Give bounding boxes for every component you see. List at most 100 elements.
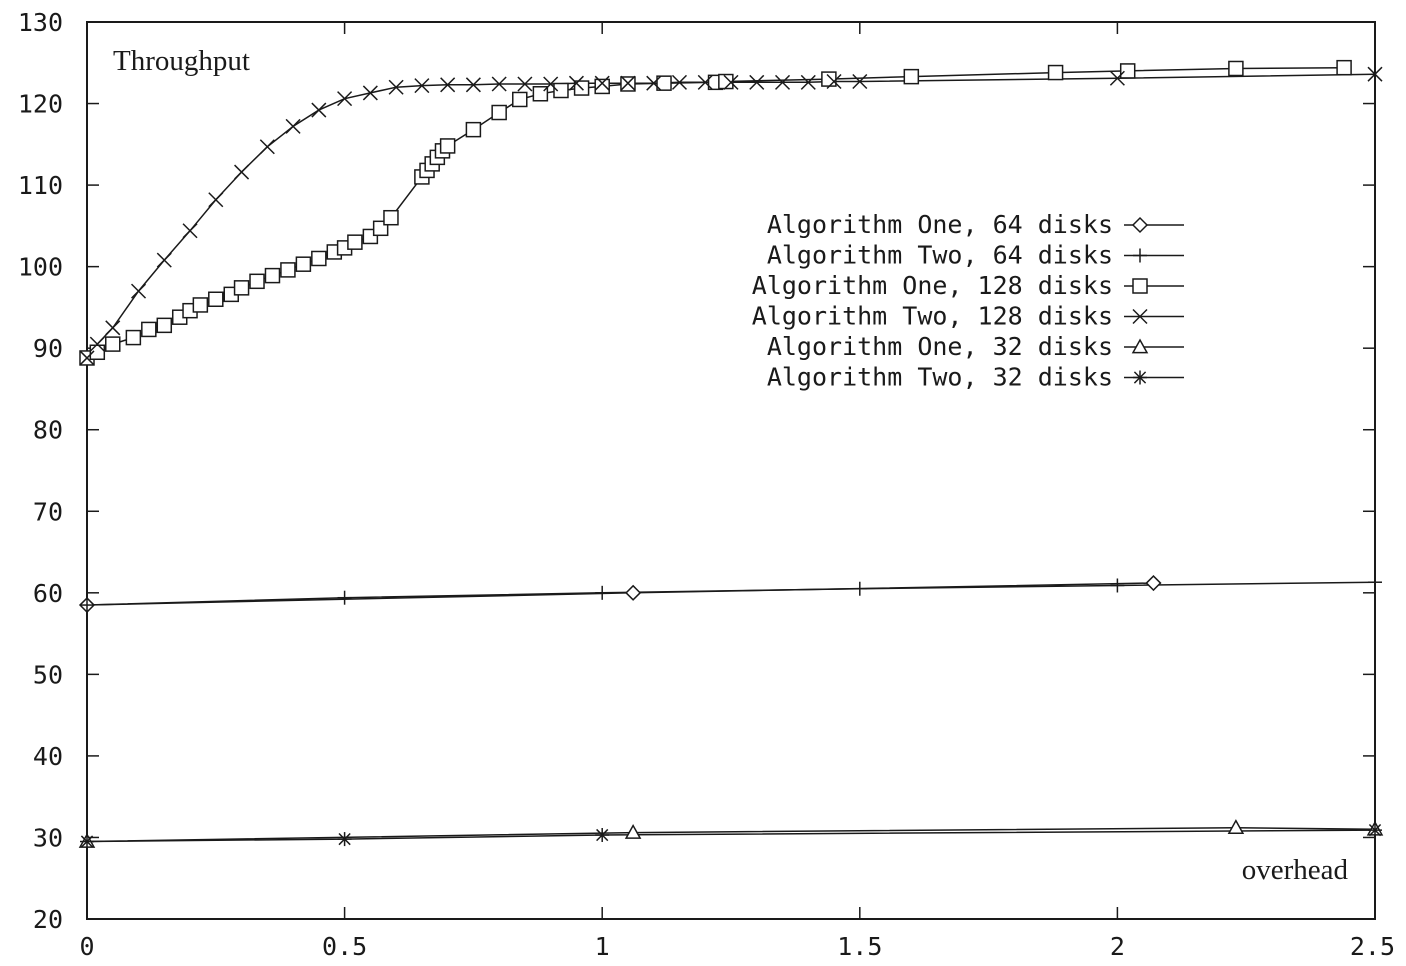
data-point-star	[337, 832, 352, 847]
y-tick-label: 90	[33, 334, 63, 363]
x-tick-label: 2	[1110, 932, 1125, 961]
data-point-x	[182, 223, 198, 239]
data-point-square	[383, 209, 399, 226]
data-point-diamond	[625, 584, 642, 601]
series-line-5	[86, 829, 1376, 843]
data-point-x	[234, 164, 250, 180]
data-point-plus	[337, 590, 352, 605]
legend-label: Algorithm One, 64 disks	[767, 210, 1113, 239]
data-point-plus	[852, 581, 867, 596]
data-point-x	[671, 74, 688, 90]
data-point-x	[311, 102, 327, 118]
data-point-square	[105, 336, 121, 352]
tick-labels: 0 0.5 1 1.5 2 2.5 20 30 40 50 60 70 80 90 100 110 120 130	[18, 8, 1395, 961]
data-point-square	[491, 104, 507, 121]
data-point-x	[465, 77, 481, 93]
data-point-x	[620, 75, 636, 91]
legend-label: Algorithm Two, 32 disks	[767, 363, 1113, 392]
series-line-3	[86, 73, 1376, 359]
data-point-star	[80, 834, 94, 849]
data-point-x	[491, 76, 507, 92]
data-point-square	[1047, 64, 1064, 81]
data-point-x	[89, 336, 105, 352]
data-point-x	[594, 75, 610, 91]
data-point-x	[208, 192, 224, 208]
data-point-plus	[1110, 578, 1125, 593]
data-point-plus	[595, 585, 610, 600]
axis-ticks	[86, 21, 1376, 920]
y-tick-label: 100	[18, 253, 63, 282]
data-point-x	[337, 91, 353, 107]
data-point-x	[259, 139, 275, 155]
y-tick-label: 120	[18, 90, 63, 119]
data-point-square	[264, 267, 281, 284]
data-point-square	[311, 250, 327, 267]
data-point-x	[543, 76, 559, 92]
legend-marker-x	[1132, 308, 1148, 325]
data-point-plus	[1368, 575, 1382, 590]
series-line-4	[86, 826, 1376, 843]
data-point-x	[1367, 66, 1383, 82]
data-point-x	[723, 74, 739, 90]
legend-label: Algorithm Two, 64 disks	[767, 241, 1113, 270]
y-tick-label: 70	[33, 497, 63, 526]
data-point-square	[249, 273, 265, 290]
x-tick-label: 1.5	[837, 932, 882, 961]
legend-marker-triangle	[1131, 338, 1149, 354]
data-point-star	[1368, 823, 1382, 838]
x-axis-label: overhead	[1242, 854, 1349, 886]
data-point-star	[595, 828, 610, 843]
data-point-square	[1336, 59, 1352, 76]
data-point-square	[347, 234, 363, 250]
data-point-square	[821, 71, 837, 87]
x-tick-label: 1	[595, 932, 610, 961]
y-tick-label: 60	[33, 579, 63, 608]
x-tick-label: 0.5	[322, 932, 367, 961]
data-point-x	[130, 283, 147, 299]
data-point-x	[826, 73, 842, 90]
data-point-square	[208, 291, 224, 308]
data-point-triangle	[624, 824, 642, 839]
data-point-x	[568, 75, 584, 91]
data-point-square	[553, 82, 569, 99]
data-point-x	[156, 252, 172, 268]
data-point-x	[414, 78, 430, 94]
y-tick-label: 40	[33, 742, 63, 771]
legend-label: Algorithm One, 128 disks	[752, 271, 1113, 300]
y-tick-label: 20	[33, 905, 63, 934]
data-point-square	[465, 121, 482, 138]
data-point-square	[295, 256, 312, 272]
data-point-triangle	[1227, 819, 1245, 835]
data-point-square	[1119, 63, 1136, 79]
data-point-x	[388, 79, 404, 95]
data-point-x	[1109, 70, 1125, 86]
data-point-x	[774, 74, 791, 90]
data-point-square	[141, 321, 157, 338]
data-point-square	[512, 91, 528, 108]
data-point-x	[517, 76, 533, 92]
data-point-x	[749, 74, 765, 90]
data-point-diamond	[1145, 574, 1162, 592]
y-tick-label: 30	[33, 823, 63, 852]
data-point-square	[656, 75, 672, 91]
data-point-plus	[80, 598, 94, 613]
data-point-square	[280, 262, 296, 278]
data-point-square	[1228, 60, 1244, 77]
y-tick-label: 110	[18, 171, 63, 200]
plot-frame	[86, 21, 1376, 920]
data-point-x	[440, 77, 456, 93]
x-tick-label: 0	[79, 932, 94, 961]
y-axis-label: Throughput	[113, 45, 250, 77]
data-point-x	[105, 320, 121, 336]
legend-marker-plus	[1133, 248, 1147, 263]
series-markers	[78, 59, 1384, 849]
legend-label: Algorithm One, 32 disks	[767, 332, 1113, 361]
y-tick-label: 130	[18, 8, 63, 37]
data-point-square	[125, 329, 142, 346]
legend-marker-square	[1132, 278, 1148, 294]
data-point-x	[800, 74, 816, 90]
data-point-x	[362, 85, 378, 101]
data-point-square	[156, 317, 173, 334]
data-point-x	[852, 73, 868, 90]
